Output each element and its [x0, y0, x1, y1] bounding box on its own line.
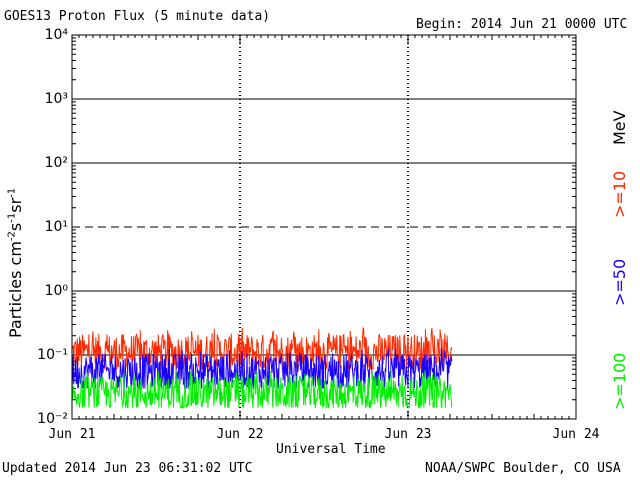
- legend-item-ge100: >=100: [610, 352, 629, 410]
- y-tick-label: 10¹: [45, 219, 68, 235]
- source-credit: NOAA/SWPC Boulder, CO USA: [425, 461, 621, 476]
- plot-frame: [71, 34, 577, 420]
- y-tick-label: 10⁻¹: [37, 347, 68, 363]
- updated-timestamp: Updated 2014 Jun 23 06:31:02 UTC: [2, 461, 253, 476]
- series-line-ge10: [71, 326, 453, 371]
- x-tick-label: Jun 24: [553, 427, 600, 442]
- y-tick-label: 10⁰: [45, 283, 69, 299]
- legend-unit: MeV: [610, 110, 629, 145]
- x-tick-label: Jun 21: [49, 427, 96, 442]
- y-tick-label: 10³: [45, 91, 68, 107]
- x-axis-title: Universal Time: [276, 442, 386, 457]
- series-line-ge100: [71, 369, 453, 409]
- y-tick-label: 10²: [45, 155, 68, 171]
- begin-time: Begin: 2014 Jun 21 0000 UTC: [416, 17, 628, 32]
- x-tick-label: Jun 22: [217, 427, 264, 442]
- x-tick-label: Jun 23: [385, 427, 432, 442]
- y-tick-label: 10⁻²: [37, 411, 68, 427]
- legend-item-ge50: >=50: [610, 258, 629, 306]
- chart-title: GOES13 Proton Flux (5 minute data): [4, 9, 271, 24]
- y-tick-label: 10⁴: [45, 27, 69, 43]
- legend-item-ge10: >=10: [610, 170, 629, 218]
- series-line-ge50: [71, 348, 453, 391]
- y-axis-title: Particles cm-2s-1sr-1: [6, 187, 25, 338]
